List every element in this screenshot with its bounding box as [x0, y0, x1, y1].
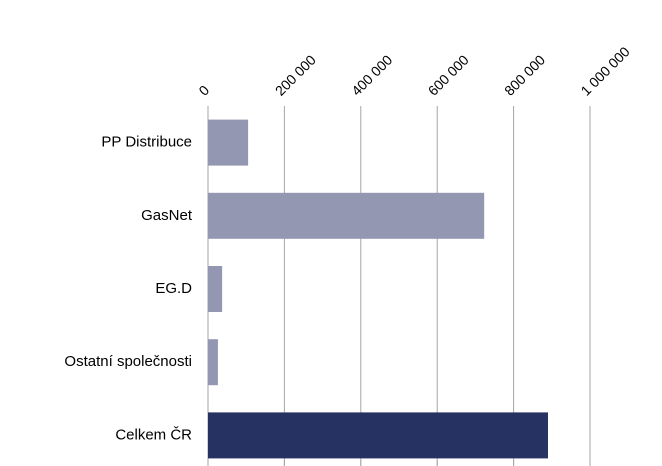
y-tick-label: Celkem ČR — [115, 426, 192, 443]
x-tick-label: 200 000 — [272, 51, 319, 98]
y-tick-label: PP Distribuce — [101, 134, 192, 151]
bar — [208, 192, 485, 239]
bar — [208, 412, 548, 459]
x-tick-label: 0 — [195, 82, 212, 99]
y-tick-label: EG.D — [155, 280, 192, 297]
x-tick-label: 600 000 — [425, 51, 472, 98]
y-tick-label: Ostatní společnosti — [64, 353, 192, 370]
bar — [208, 339, 218, 386]
y-tick-label: GasNet — [141, 207, 193, 224]
bar — [208, 266, 223, 312]
x-tick-label: 800 000 — [501, 51, 548, 98]
x-tick-label: 1 000 000 — [577, 43, 633, 99]
bar — [208, 119, 249, 166]
x-tick-label: 400 000 — [348, 51, 395, 98]
